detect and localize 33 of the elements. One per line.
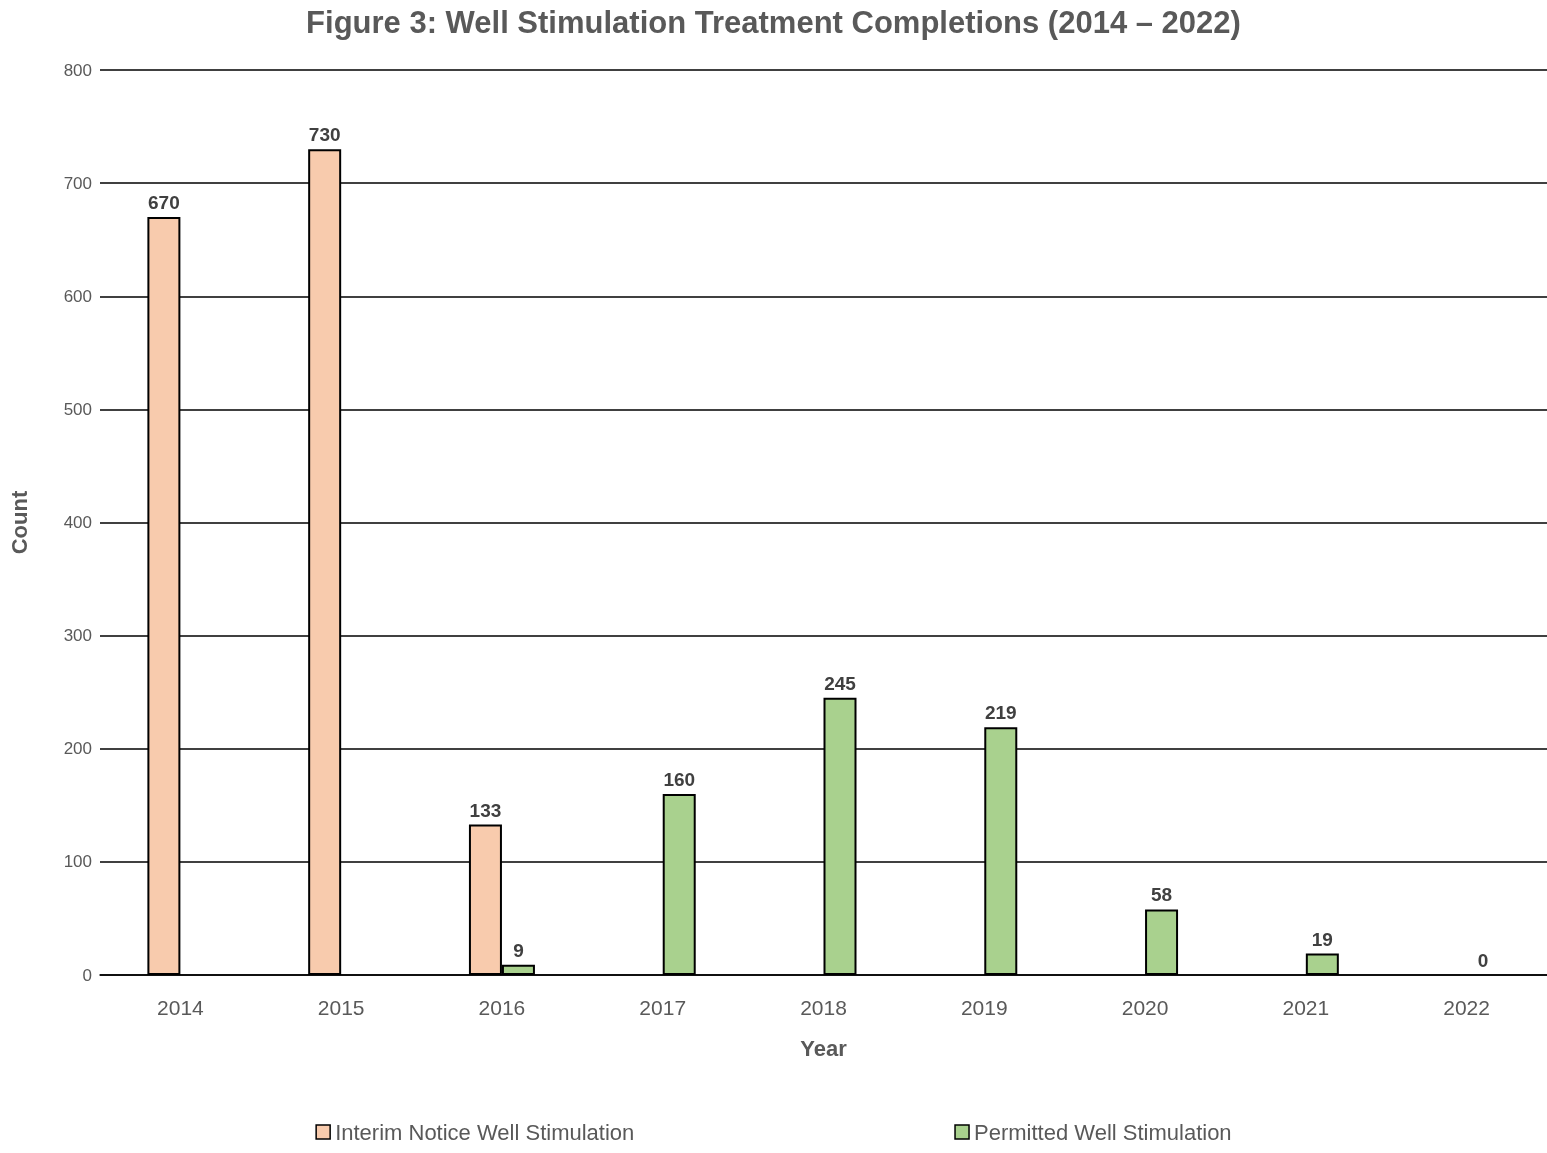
y-tick-label: 100	[63, 852, 92, 872]
data-label: 670	[148, 192, 180, 214]
y-tick-label: 200	[63, 739, 92, 759]
y-axis-title: Count	[6, 490, 32, 555]
data-label: 58	[1150, 884, 1173, 906]
x-tick-label: 2016	[478, 996, 526, 1019]
y-tick-label: 800	[63, 60, 92, 80]
data-label: 9	[513, 939, 524, 961]
x-tick-label: 2018	[800, 996, 847, 1019]
y-tick-label: 700	[63, 173, 92, 193]
y-tick-label: 600	[63, 286, 92, 306]
data-label: 133	[469, 799, 502, 821]
chart-title: Figure 3: Well Stimulation Treatment Completions (2014 – 2022)	[306, 5, 1241, 40]
x-tick-label: 2020	[1121, 996, 1169, 1019]
x-axis-title: Year	[800, 1035, 848, 1061]
x-tick-label: 2015	[317, 996, 365, 1019]
data-label: 245	[824, 672, 857, 694]
legend-label: Permitted Well Stimulation	[974, 1119, 1232, 1145]
legend-label: Interim Notice Well Stimulation	[335, 1119, 635, 1145]
x-tick-label: 2019	[960, 996, 1008, 1019]
data-label: 730	[308, 124, 341, 146]
x-tick-label: 2017	[639, 996, 687, 1019]
data-label: 160	[663, 769, 696, 790]
data-label: 219	[984, 702, 1017, 724]
x-tick-label: 2022	[1443, 996, 1490, 1019]
x-tick-label: 2021	[1282, 996, 1330, 1019]
y-tick-label: 300	[63, 626, 92, 646]
x-tick-label: 2014	[157, 996, 205, 1019]
data-label: 19	[1311, 928, 1333, 950]
data-label: 0	[1477, 950, 1489, 971]
y-tick-label: 500	[63, 399, 92, 419]
y-tick-label: 0	[82, 965, 92, 985]
y-tick-label: 400	[63, 513, 92, 532]
